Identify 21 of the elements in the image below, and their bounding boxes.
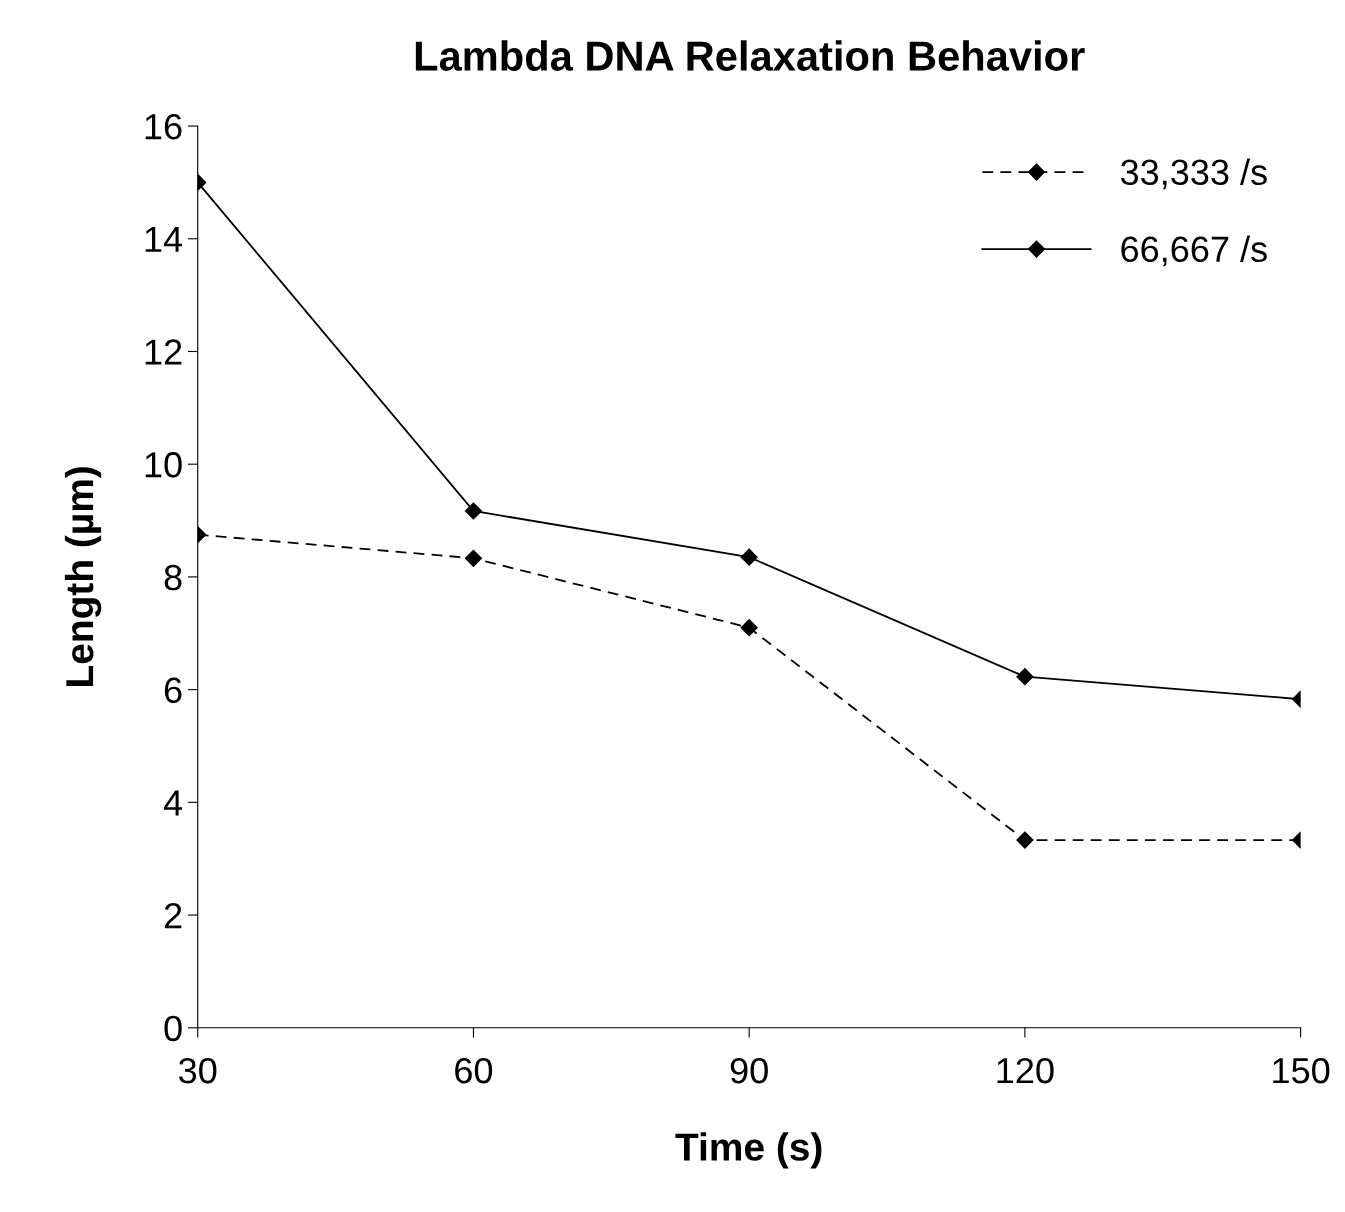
x-tick-label: 120 bbox=[997, 1057, 1054, 1084]
y-tick-label: 10 bbox=[145, 452, 182, 478]
chart-title: Lambda DNA Relaxation Behavior bbox=[415, 40, 1085, 71]
point bbox=[740, 619, 758, 637]
x-axis-title: Time (s) bbox=[675, 1132, 822, 1169]
y-tick-label: 12 bbox=[145, 339, 182, 365]
legend-label: 66,667 /s bbox=[1121, 235, 1267, 267]
x-tick-label: 30 bbox=[179, 1057, 217, 1084]
y-tick-label: 4 bbox=[163, 790, 183, 816]
y-tick-label: 2 bbox=[164, 902, 182, 929]
y-axis-title: Length (µm) bbox=[64, 467, 102, 686]
x-tick-label: 90 bbox=[730, 1057, 768, 1084]
y-tick-label: 16 bbox=[145, 113, 182, 140]
x-tick-label: 60 bbox=[455, 1057, 493, 1084]
point bbox=[740, 548, 758, 566]
x-tick-label: 150 bbox=[1273, 1057, 1330, 1084]
y-tick-label: 6 bbox=[164, 677, 182, 704]
y-tick-label: 8 bbox=[164, 564, 182, 591]
y-tick-label: 14 bbox=[145, 227, 183, 252]
y-tick-label: 0 bbox=[164, 1015, 182, 1042]
legend-label: 33,333 /s bbox=[1120, 158, 1267, 190]
